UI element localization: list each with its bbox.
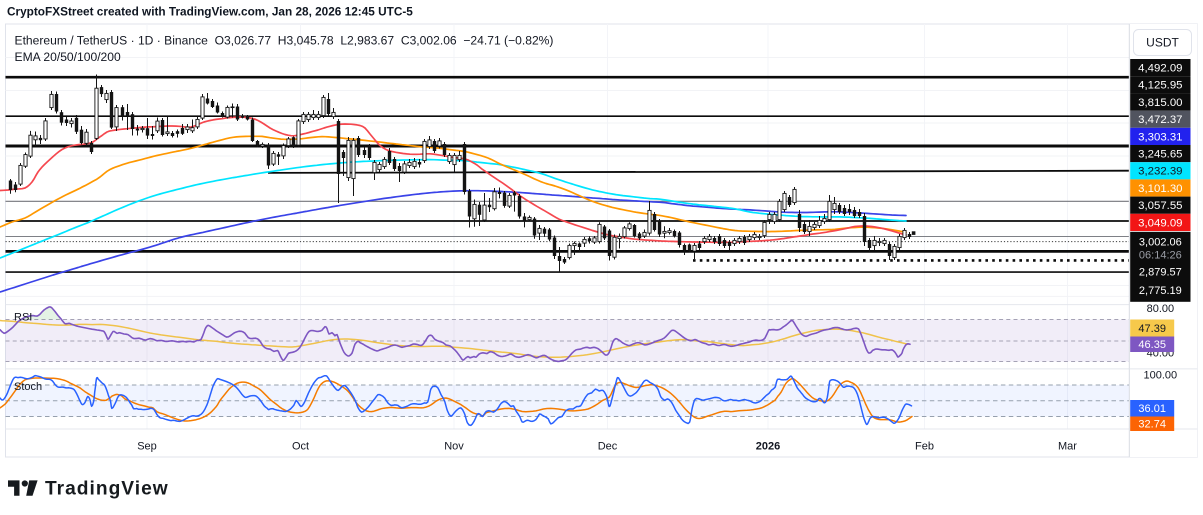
svg-text:Stoch: Stoch (14, 381, 42, 393)
svg-text:3,049.09: 3,049.09 (1138, 217, 1182, 229)
svg-text:3,815.00: 3,815.00 (1138, 97, 1182, 109)
svg-text:3,232.39: 3,232.39 (1138, 166, 1182, 178)
svg-text:Oct: Oct (292, 440, 309, 452)
svg-text:TradingView: TradingView (45, 479, 169, 500)
svg-text:100.00: 100.00 (1144, 369, 1178, 381)
svg-text:RSI: RSI (14, 312, 32, 324)
svg-text:Sep: Sep (137, 440, 157, 452)
svg-text:3,303.31: 3,303.31 (1138, 131, 1182, 143)
svg-text:3,002.06: 3,002.06 (1139, 236, 1182, 248)
svg-text:3,101.30: 3,101.30 (1138, 183, 1182, 195)
svg-text:Dec: Dec (598, 440, 618, 452)
svg-text:80.00: 80.00 (1147, 303, 1175, 315)
svg-text:36.01: 36.01 (1138, 403, 1166, 415)
svg-text:EMA 20/50/100/200: EMA 20/50/100/200 (15, 50, 122, 64)
svg-text:2,879.57: 2,879.57 (1139, 267, 1182, 279)
svg-text:4,125.95: 4,125.95 (1138, 80, 1182, 92)
svg-text:06:14:26: 06:14:26 (1139, 249, 1182, 261)
svg-text:USDT: USDT (1146, 36, 1179, 50)
svg-text:CryptoFXStreet created with Tr: CryptoFXStreet created with TradingView.… (7, 4, 413, 18)
svg-text:32.74: 32.74 (1138, 419, 1166, 431)
svg-text:3,472.37: 3,472.37 (1138, 114, 1182, 126)
svg-text:4,492.09: 4,492.09 (1138, 63, 1182, 75)
svg-text:Mar: Mar (1058, 440, 1077, 452)
svg-text:2,775.19: 2,775.19 (1139, 285, 1182, 297)
svg-text:Feb: Feb (915, 440, 934, 452)
svg-text:Ethereum / TetherUS · 1D · Bin: Ethereum / TetherUS · 1D · Binance O3,02… (15, 34, 554, 48)
svg-text:46.35: 46.35 (1138, 339, 1166, 351)
svg-text:3,245.65: 3,245.65 (1138, 149, 1182, 161)
svg-text:2026: 2026 (756, 440, 780, 452)
svg-text:3,057.55: 3,057.55 (1138, 200, 1182, 212)
svg-text:Nov: Nov (444, 440, 464, 452)
svg-text:47.39: 47.39 (1138, 323, 1166, 335)
